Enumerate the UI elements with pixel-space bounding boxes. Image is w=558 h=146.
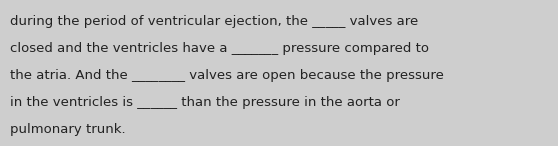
Text: pulmonary trunk.: pulmonary trunk. — [10, 123, 126, 136]
Text: during the period of ventricular ejection, the _____ valves are: during the period of ventricular ejectio… — [10, 15, 418, 28]
Text: in the ventricles is ______ than the pressure in the aorta or: in the ventricles is ______ than the pre… — [10, 96, 400, 109]
Text: closed and the ventricles have a _______ pressure compared to: closed and the ventricles have a _______… — [10, 42, 429, 55]
Text: the atria. And the ________ valves are open because the pressure: the atria. And the ________ valves are o… — [10, 69, 444, 82]
